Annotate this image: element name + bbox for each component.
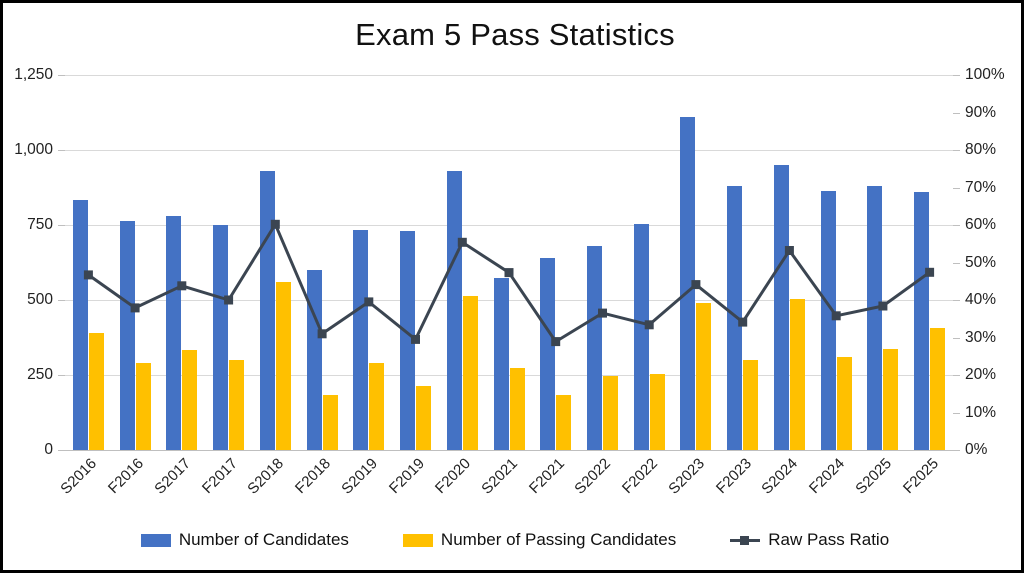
bar-candidates bbox=[773, 165, 789, 450]
y-axis-right-label: 40% bbox=[965, 291, 997, 308]
y-axis-right-tick bbox=[953, 450, 960, 451]
bar-passing-candidates bbox=[836, 357, 852, 450]
y-axis-right-label: 80% bbox=[965, 141, 997, 158]
bar-passing-candidates bbox=[135, 363, 151, 450]
bar-passing-candidates bbox=[883, 348, 899, 450]
bar-candidates bbox=[213, 225, 229, 450]
bar-candidates bbox=[119, 220, 135, 450]
bar-passing-candidates bbox=[556, 394, 572, 450]
y-axis-right-tick bbox=[953, 225, 960, 226]
bar-candidates bbox=[727, 186, 743, 450]
y-axis-left-label: 1,250 bbox=[14, 66, 53, 83]
y-axis-left-tick bbox=[58, 450, 65, 451]
bar-passing-candidates bbox=[369, 363, 385, 450]
y-axis-left-label: 250 bbox=[27, 366, 53, 383]
bar-passing-candidates bbox=[509, 368, 525, 450]
y-axis-left-tick bbox=[58, 75, 65, 76]
bar-candidates bbox=[166, 216, 182, 450]
gridline bbox=[65, 375, 953, 376]
bar-passing-candidates bbox=[88, 333, 104, 450]
y-axis-right-tick bbox=[953, 300, 960, 301]
y-axis-left-tick bbox=[58, 150, 65, 151]
legend-item[interactable]: Number of Passing Candidates bbox=[402, 530, 677, 550]
y-axis-right-tick bbox=[953, 112, 960, 114]
y-axis-right-tick bbox=[953, 262, 960, 264]
y-axis-left-label: 1,000 bbox=[14, 141, 53, 158]
legend-swatch-icon bbox=[140, 533, 171, 547]
gridline bbox=[65, 75, 953, 76]
chart-legend: Number of Candidates Number of Passing Ca… bbox=[3, 530, 1021, 550]
bar-passing-candidates bbox=[743, 360, 759, 450]
y-axis-right-tick bbox=[953, 75, 960, 76]
bar-candidates bbox=[400, 231, 416, 450]
gridline bbox=[65, 150, 953, 151]
bar-candidates bbox=[353, 229, 369, 450]
bar-passing-candidates bbox=[275, 282, 291, 450]
y-axis-right-label: 30% bbox=[965, 328, 997, 346]
bar-passing-candidates bbox=[789, 298, 805, 450]
legend-label: Raw Pass Ratio bbox=[768, 530, 890, 549]
y-axis-left-label: 750 bbox=[27, 216, 53, 233]
bar-passing-candidates bbox=[416, 385, 432, 450]
legend-item[interactable]: Raw Pass Ratio bbox=[730, 530, 889, 550]
bar-passing-candidates bbox=[649, 374, 665, 450]
legend-label: Number of Passing Candidates bbox=[440, 530, 677, 549]
y-axis-left-tick bbox=[58, 300, 65, 301]
legend-item[interactable]: Number of Candidates bbox=[140, 530, 349, 550]
bar-candidates bbox=[72, 199, 88, 450]
y-axis-right-tick bbox=[953, 337, 960, 339]
bar-passing-candidates bbox=[696, 303, 712, 450]
y-axis-right-tick bbox=[953, 150, 960, 151]
legend-swatch-icon bbox=[402, 533, 433, 547]
y-axis-left-tick bbox=[58, 375, 65, 376]
bar-candidates bbox=[820, 190, 836, 450]
y-axis-left-label: 500 bbox=[27, 291, 53, 308]
y-axis-right-label: 50% bbox=[965, 253, 997, 271]
bar-candidates bbox=[867, 186, 883, 450]
y-axis-right-label: 100% bbox=[965, 66, 1005, 83]
bar-candidates bbox=[306, 270, 322, 450]
y-axis-right-label: 70% bbox=[965, 178, 997, 196]
bar-candidates bbox=[493, 277, 509, 450]
y-axis-right-label: 10% bbox=[965, 403, 997, 421]
bar-candidates bbox=[259, 171, 275, 450]
bar-candidates bbox=[540, 258, 556, 450]
y-axis-right-label: 20% bbox=[965, 366, 997, 383]
bar-passing-candidates bbox=[462, 295, 478, 450]
x-axis-baseline bbox=[65, 450, 953, 451]
bar-passing-candidates bbox=[229, 360, 245, 450]
bar-candidates bbox=[633, 223, 649, 450]
bar-passing-candidates bbox=[930, 327, 946, 450]
legend-label: Number of Candidates bbox=[178, 530, 349, 549]
bar-passing-candidates bbox=[182, 349, 198, 450]
bar-passing-candidates bbox=[602, 375, 618, 450]
plot-area bbox=[65, 75, 953, 450]
bar-candidates bbox=[680, 117, 696, 450]
y-axis-right-tick bbox=[953, 375, 960, 376]
chart-title: Exam 5 Pass Statistics bbox=[355, 17, 675, 52]
ratio-marker bbox=[504, 268, 514, 278]
bar-candidates bbox=[586, 246, 602, 450]
bar-candidates bbox=[914, 192, 930, 450]
bar-candidates bbox=[446, 171, 462, 450]
y-axis-right-label: 60% bbox=[965, 216, 997, 233]
y-axis-right-tick bbox=[953, 412, 960, 414]
legend-line-marker-icon bbox=[730, 534, 761, 547]
y-axis-left-label: 0 bbox=[44, 441, 53, 458]
y-axis-right-label: 90% bbox=[965, 103, 997, 121]
y-axis-left-tick bbox=[58, 225, 65, 226]
y-axis-right-tick bbox=[953, 187, 960, 189]
y-axis-right-label: 0% bbox=[965, 441, 988, 458]
bar-passing-candidates bbox=[322, 394, 338, 450]
